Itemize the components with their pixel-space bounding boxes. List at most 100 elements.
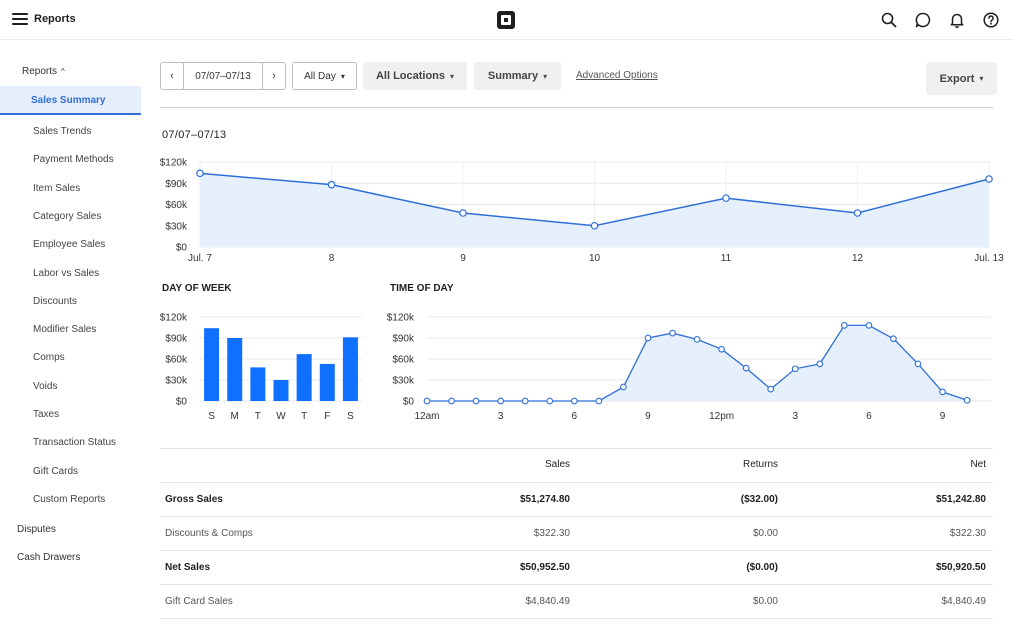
row-label: Discounts & Comps [165, 528, 253, 539]
locations-dropdown[interactable]: All Locations ▾ [363, 62, 467, 90]
row-label: Gross Sales [165, 494, 223, 505]
x-tick-label: 11 [721, 253, 732, 264]
sidebar-item-item-sales[interactable]: Item Sales [33, 182, 81, 194]
data-point [890, 335, 897, 343]
x-tick-label: 9 [460, 253, 466, 264]
sidebar-item-disputes[interactable]: Disputes [17, 524, 56, 535]
x-tick-label: 9 [645, 411, 651, 422]
data-point [196, 169, 204, 178]
table-row-divider [160, 516, 993, 517]
data-point [423, 397, 431, 405]
data-point [546, 397, 554, 405]
data-point [644, 334, 652, 342]
sidebar-item-employee-sales[interactable]: Employee Sales [33, 239, 106, 251]
x-tick-label: 12am [414, 411, 439, 422]
x-tick-label: S [347, 411, 354, 422]
data-point [865, 322, 873, 329]
y-tick-label: $30k [165, 221, 188, 232]
sidebar: Reports ^ Sales Summary Sales Trends Payme… [0, 40, 141, 633]
y-tick-label: $60k [392, 355, 415, 366]
export-label: Export [939, 72, 975, 85]
cell-net: $51,242.80 [935, 494, 986, 505]
bar [273, 380, 289, 401]
sidebar-item-voids[interactable]: Voids [33, 380, 58, 392]
data-point [985, 175, 993, 183]
top-bar: Reports [0, 0, 1013, 40]
sidebar-item-modifier-sales[interactable]: Modifier Sales [33, 324, 97, 336]
data-point [914, 360, 922, 368]
series-area [200, 173, 989, 247]
cell-net: $50,920.50 [935, 562, 986, 573]
x-tick-label: F [324, 411, 330, 422]
x-tick-label: 8 [329, 253, 335, 264]
y-tick-label: $90k [165, 179, 188, 190]
row-label: Net Sales [165, 562, 211, 573]
row-label: Gift Card Sales [165, 596, 233, 607]
sidebar-item-transaction-status[interactable]: Transaction Status [33, 437, 117, 449]
advanced-options-link[interactable]: Advanced Options [576, 70, 658, 81]
x-tick-label: 6 [572, 411, 578, 422]
sidebar-item-category-sales[interactable]: Category Sales [33, 210, 102, 222]
range-title: 07/07–07/13 [162, 129, 227, 141]
bar [319, 363, 335, 401]
col-header-net: Net [970, 459, 986, 470]
sidebar-item-labor-vs-sales[interactable]: Labor vs Sales [33, 267, 100, 279]
menu-icon[interactable] [12, 13, 28, 27]
cell-sales: $50,952.50 [519, 562, 570, 573]
data-point [939, 388, 946, 396]
table-divider [160, 448, 993, 449]
day-of-week-title: DAY OF WEEK [162, 283, 232, 294]
x-tick-label: M [231, 411, 239, 422]
table-row-divider [160, 550, 993, 551]
data-point [840, 322, 848, 329]
bar [296, 354, 312, 401]
bell-icon[interactable] [948, 11, 966, 29]
x-tick-label: 3 [792, 411, 798, 422]
time-of-day-chart: $120k $90k $60k $30k $0 12am 3 6 9 12pm 3 6 9 [387, 313, 991, 422]
sidebar-reports-toggle[interactable]: Reports ^ [22, 66, 65, 77]
sidebar-item-taxes[interactable]: Taxes [33, 409, 60, 420]
sidebar-item-cash-drawers[interactable]: Cash Drawers [17, 552, 81, 563]
y-tick-label: $90k [165, 334, 188, 345]
sidebar-item-discounts[interactable]: Discounts [33, 295, 77, 307]
cell-returns: ($32.00) [740, 494, 778, 505]
data-point [590, 221, 599, 230]
prev-range-button[interactable]: ‹ [170, 70, 174, 82]
y-tick-label: $60k [165, 200, 188, 211]
data-point [497, 397, 505, 405]
data-point [448, 397, 455, 405]
chat-icon[interactable] [914, 11, 932, 29]
date-range-field[interactable]: 07/07–07/13 [183, 63, 263, 89]
next-range-button[interactable]: › [272, 70, 276, 82]
chevron-down-icon: ▾ [340, 71, 345, 81]
series-area [427, 325, 968, 401]
y-tick-label: $90k [392, 334, 415, 345]
sidebar-item-custom-reports[interactable]: Custom Reports [33, 493, 106, 505]
sidebar-item-sales-trends[interactable]: Sales Trends [33, 126, 92, 137]
search-icon[interactable] [880, 11, 898, 29]
sidebar-item-comps[interactable]: Comps [33, 352, 65, 364]
locations-label: All Locations [375, 70, 446, 82]
x-tick-label: 9 [940, 411, 946, 422]
y-tick-label: $0 [176, 397, 188, 408]
time-filter-label: All Day [304, 70, 336, 82]
data-point [595, 397, 603, 405]
cell-returns: $0.00 [752, 528, 778, 539]
data-point [722, 194, 730, 202]
export-button[interactable]: Export ▾ [926, 62, 997, 95]
view-label: Summary [487, 70, 539, 82]
table-row-divider [160, 618, 993, 619]
data-point [853, 209, 862, 217]
time-filter-dropdown[interactable]: All Day ▾ [292, 62, 357, 90]
sidebar-item-payment-methods[interactable]: Payment Methods [33, 154, 114, 166]
square-logo-icon[interactable] [497, 11, 515, 29]
x-tick-label: S [208, 411, 215, 422]
data-point [459, 209, 467, 217]
view-dropdown[interactable]: Summary ▾ [474, 62, 561, 90]
table-row-divider [160, 584, 993, 585]
help-icon[interactable] [982, 11, 1000, 29]
sidebar-item-gift-cards[interactable]: Gift Cards [33, 465, 79, 477]
sidebar-item-sales-summary[interactable]: Sales Summary [0, 86, 141, 115]
